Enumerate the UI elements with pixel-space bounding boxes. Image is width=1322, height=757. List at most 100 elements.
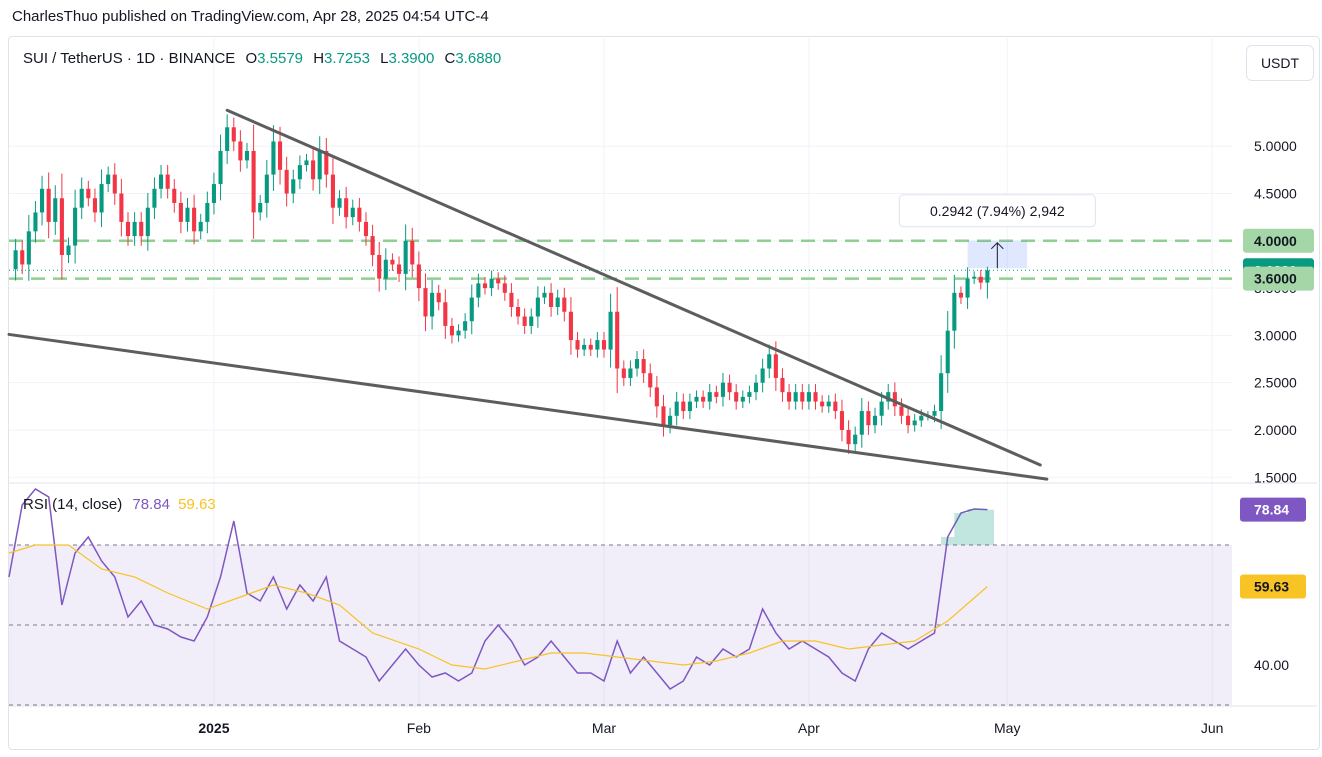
high-label: H bbox=[313, 50, 325, 67]
low-label: L bbox=[380, 50, 389, 67]
candle bbox=[595, 340, 600, 350]
candle bbox=[879, 401, 884, 416]
candle bbox=[370, 236, 375, 255]
price-tag bbox=[1243, 228, 1314, 253]
candle bbox=[304, 160, 309, 166]
rsi-value-tag bbox=[1240, 574, 1306, 599]
time-tick-label: May bbox=[994, 720, 1020, 736]
candle bbox=[53, 198, 58, 222]
candle bbox=[952, 292, 957, 331]
candle bbox=[793, 392, 798, 402]
candle bbox=[350, 207, 355, 218]
currency-button[interactable]: USDT bbox=[1246, 45, 1314, 81]
candle bbox=[20, 250, 25, 265]
candle bbox=[410, 240, 415, 265]
candle bbox=[13, 250, 18, 270]
symbol-legend: SUI / TetherUS · 1D · BINANCE O3.5579 H3… bbox=[23, 50, 507, 67]
rsi-label[interactable]: RSI (14, close) bbox=[23, 496, 123, 513]
candle bbox=[621, 368, 626, 378]
candle bbox=[820, 401, 825, 407]
candle bbox=[244, 150, 250, 161]
candle bbox=[886, 392, 891, 402]
price-tag-label: 4.0000 bbox=[1254, 233, 1297, 249]
candle bbox=[40, 188, 45, 213]
candle bbox=[899, 406, 904, 416]
candle bbox=[258, 202, 263, 213]
candle bbox=[833, 401, 838, 412]
candle bbox=[99, 184, 104, 213]
candle bbox=[185, 207, 190, 222]
candle bbox=[753, 382, 759, 393]
symbol-name[interactable]: SUI / TetherUS · 1D · BINANCE bbox=[23, 50, 236, 67]
candle bbox=[251, 150, 256, 213]
trendline bbox=[7, 332, 1049, 481]
candle bbox=[542, 292, 547, 298]
candle bbox=[674, 401, 679, 416]
candle bbox=[119, 193, 124, 222]
candle bbox=[760, 368, 765, 383]
rsi-value-tag bbox=[1240, 497, 1306, 522]
candle bbox=[112, 174, 117, 194]
candle bbox=[958, 292, 964, 298]
candle bbox=[330, 174, 335, 208]
candle bbox=[549, 292, 554, 308]
candle bbox=[284, 169, 289, 194]
candle bbox=[449, 325, 454, 336]
time-tick-label: Feb bbox=[407, 720, 431, 736]
measure-label-box bbox=[898, 194, 1096, 228]
candle bbox=[714, 392, 719, 397]
candle bbox=[357, 207, 362, 222]
trendline bbox=[225, 108, 1042, 467]
candle bbox=[463, 321, 468, 331]
candle bbox=[654, 387, 659, 407]
candle bbox=[588, 344, 593, 350]
candle bbox=[489, 278, 494, 289]
candle bbox=[740, 396, 745, 402]
candle bbox=[403, 240, 408, 274]
candle bbox=[945, 330, 950, 374]
candle bbox=[522, 316, 527, 326]
candle bbox=[562, 297, 567, 312]
rsi-ma-value: 59.63 bbox=[178, 496, 216, 513]
rsi-line bbox=[8, 488, 988, 690]
candle bbox=[86, 188, 91, 199]
candle bbox=[568, 311, 573, 341]
candle bbox=[132, 221, 137, 237]
candle bbox=[912, 420, 917, 426]
candle bbox=[529, 316, 534, 326]
candle bbox=[773, 354, 778, 378]
candle bbox=[271, 141, 276, 175]
candle bbox=[648, 373, 653, 388]
candle bbox=[139, 221, 144, 237]
candle bbox=[985, 270, 990, 283]
price-tick-label: 4.5000 bbox=[1254, 186, 1297, 202]
candle bbox=[178, 202, 183, 222]
candle bbox=[800, 392, 805, 402]
candle bbox=[469, 297, 474, 322]
candle bbox=[416, 264, 421, 289]
rsi-value-tag-label: 78.84 bbox=[1254, 502, 1289, 518]
candle bbox=[734, 392, 739, 402]
candle bbox=[456, 330, 461, 336]
rsi-ma-line bbox=[8, 544, 988, 670]
candle bbox=[972, 276, 977, 279]
candle bbox=[363, 221, 369, 237]
candle bbox=[172, 188, 177, 203]
candle bbox=[198, 221, 203, 232]
candle bbox=[291, 179, 296, 194]
candle bbox=[872, 415, 878, 426]
candle bbox=[218, 150, 223, 185]
candle bbox=[152, 188, 157, 208]
candle bbox=[231, 127, 236, 142]
candle bbox=[555, 297, 560, 308]
candle bbox=[780, 377, 785, 393]
candle bbox=[430, 292, 435, 317]
candle bbox=[839, 411, 845, 430]
rsi-value: 78.84 bbox=[132, 496, 170, 513]
time-tick-label: Jun bbox=[1201, 720, 1224, 736]
price-tick-label: 1.5000 bbox=[1254, 469, 1297, 485]
candle bbox=[535, 297, 540, 317]
candle bbox=[859, 411, 864, 435]
candle bbox=[423, 288, 428, 317]
